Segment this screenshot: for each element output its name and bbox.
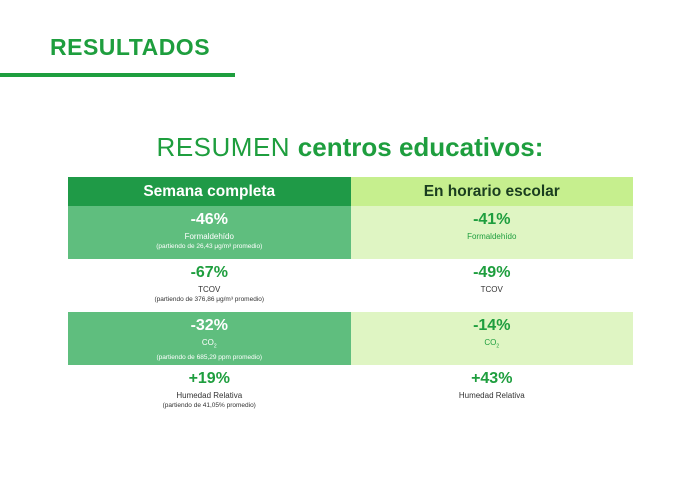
result-value: -14% <box>473 317 511 334</box>
result-note: (partiendo de 685,29 ppm promedio) <box>156 353 262 361</box>
result-value: -67% <box>190 264 228 281</box>
result-note: (partiendo de 26,43 μg/m³ promedio) <box>156 243 263 250</box>
subtitle-bold: centros educativos: <box>297 132 544 162</box>
table-cell-school-hours: -41% Formaldehído <box>350 206 633 259</box>
title-underline <box>0 73 235 77</box>
table-header-row: Semana completa En horario escolar <box>68 177 633 206</box>
table-cell-school-hours: +43% Humedad Relativa <box>350 365 633 418</box>
result-label: CO2 <box>68 337 351 353</box>
result-value: -49% <box>473 264 511 281</box>
result-value: -32% <box>190 317 228 334</box>
table-row: -32% CO2 (partiendo de 685,29 ppm promed… <box>68 312 633 365</box>
table-row: -67% TCOV (partiendo de 376,86 μg/m³ pro… <box>68 259 633 312</box>
result-label: TCOV <box>198 285 221 294</box>
result-value: -46% <box>190 211 228 228</box>
result-label-subscript: 2 <box>213 343 217 350</box>
result-label: Formaldehído <box>184 232 234 241</box>
table-cell-full-week: -32% CO2 (partiendo de 685,29 ppm promed… <box>68 312 351 365</box>
table-row: -46% Formaldehído (partiendo de 26,43 μg… <box>68 206 633 259</box>
table-cell-full-week: -67% TCOV (partiendo de 376,86 μg/m³ pro… <box>68 259 351 312</box>
column-header-school-hours: En horario escolar <box>350 177 633 206</box>
result-note: (partiendo de 41,05% promedio) <box>162 402 256 409</box>
result-label: TCOV <box>480 285 503 294</box>
table-cell-full-week: +19% Humedad Relativa (partiendo de 41,0… <box>68 365 351 418</box>
page-title: RESULTADOS <box>50 34 211 60</box>
section-subtitle: RESUMEN centros educativos: <box>0 132 700 163</box>
result-label: CO2 <box>351 337 634 353</box>
result-value: +43% <box>471 370 513 387</box>
result-value: +19% <box>188 370 230 387</box>
results-table: Semana completa En horario escolar -46% … <box>68 177 633 418</box>
subtitle-light: RESUMEN <box>156 132 298 162</box>
result-label: Formaldehído <box>467 232 517 241</box>
result-note: (partiendo de 376,86 μg/m³ promedio) <box>154 296 265 303</box>
result-label: Humedad Relativa <box>458 391 525 400</box>
result-label-subscript: 2 <box>496 343 500 350</box>
column-header-full-week: Semana completa <box>68 177 351 206</box>
result-label: Humedad Relativa <box>176 391 243 400</box>
table-cell-school-hours: -14% CO2 <box>350 312 634 365</box>
result-value: -41% <box>473 211 511 228</box>
table-cell-school-hours: -49% TCOV <box>350 259 633 312</box>
result-label-text: CO <box>484 338 497 347</box>
table-cell-full-week: -46% Formaldehído (partiendo de 26,43 μg… <box>68 206 351 259</box>
result-label-text: CO <box>201 338 214 347</box>
table-row: +19% Humedad Relativa (partiendo de 41,0… <box>68 365 633 418</box>
